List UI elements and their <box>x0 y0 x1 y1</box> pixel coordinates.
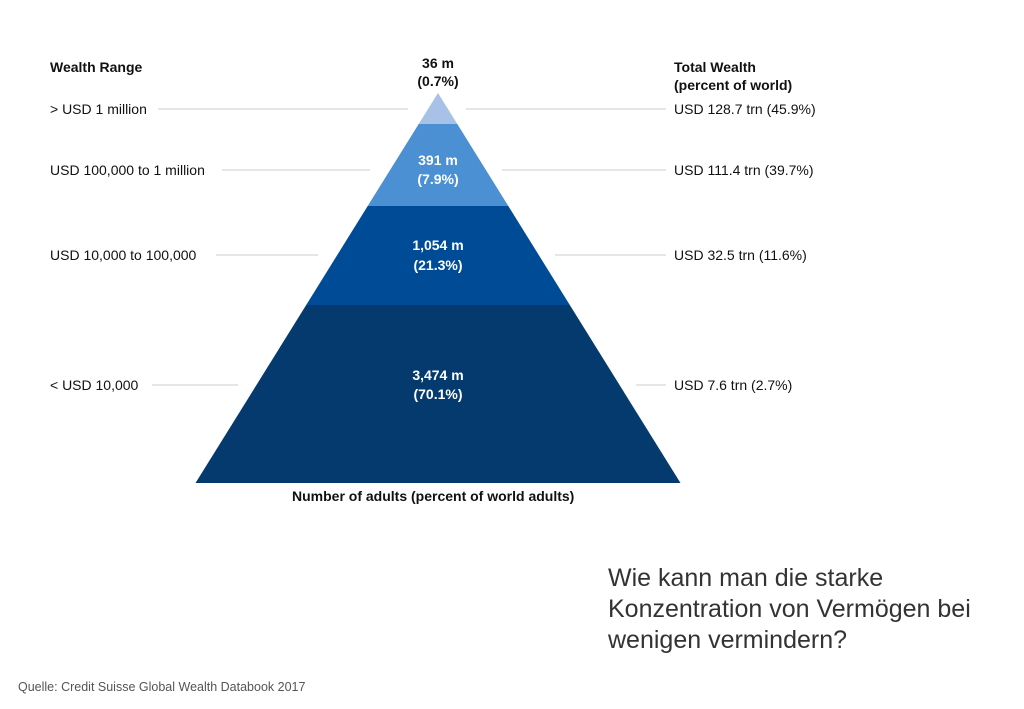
question-heading: Wie kann man die starke Konzentration vo… <box>608 564 971 654</box>
wealth-label-3: USD 7.6 trn (2.7%) <box>674 377 793 393</box>
tier-3-count: 3,474 m <box>412 367 463 383</box>
pyramid-tier-10k-100k <box>306 206 570 305</box>
tier-1-count: 391 m <box>418 152 458 168</box>
total-wealth-header: Total Wealth <box>674 59 756 75</box>
wealth-label-1: USD 111.4 trn (39.7%) <box>674 162 814 178</box>
tier-1-pct: (7.9%) <box>417 171 458 187</box>
pyramid-tier-100k-1m <box>367 124 509 206</box>
tier-0-count: 36 m <box>422 55 454 71</box>
tier-0-pct: (0.7%) <box>417 73 459 89</box>
wealth-label-2: USD 32.5 trn (11.6%) <box>674 247 807 263</box>
tier-2-count: 1,054 m <box>412 237 463 253</box>
range-label-1: USD 100,000 to 1 million <box>50 162 205 178</box>
pyramid-tier-over-1m <box>418 93 458 124</box>
range-label-3: < USD 10,000 <box>50 377 139 393</box>
x-axis-title: Number of adults (percent of world adult… <box>292 488 575 504</box>
pyramid-tier-under-10k <box>195 305 681 483</box>
source-note: Quelle: Credit Suisse Global Wealth Data… <box>18 680 306 694</box>
tier-2-pct: (21.3%) <box>413 257 462 273</box>
tier-0-count-block: 36 m (0.7%) <box>403 54 473 90</box>
range-label-2: USD 10,000 to 100,000 <box>50 247 197 263</box>
tier-3-pct: (70.1%) <box>413 386 462 402</box>
wealth-label-0: USD 128.7 trn (45.9%) <box>674 101 816 117</box>
range-label-0: > USD 1 million <box>50 101 147 117</box>
wealth-range-header: Wealth Range <box>50 59 143 75</box>
total-wealth-subheader: (percent of world) <box>674 77 793 93</box>
